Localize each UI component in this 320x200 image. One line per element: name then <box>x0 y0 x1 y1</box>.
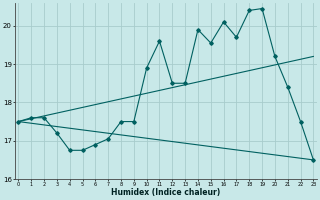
X-axis label: Humidex (Indice chaleur): Humidex (Indice chaleur) <box>111 188 220 197</box>
